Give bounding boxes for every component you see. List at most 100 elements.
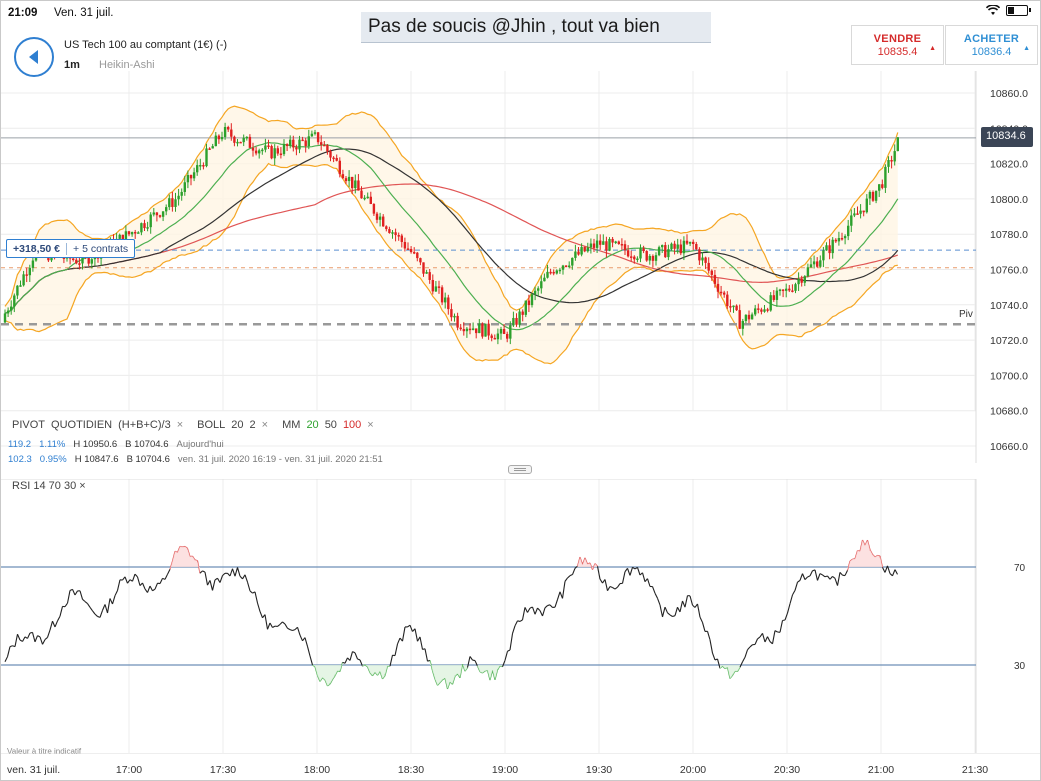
mm-slow-period[interactable]: 100	[342, 419, 362, 431]
rsi-segment	[801, 573, 806, 580]
candle-body	[208, 148, 211, 150]
pivot-period[interactable]: QUOTIDIEN	[51, 419, 113, 431]
instrument-name[interactable]: US Tech 100 au comptant (1€) (-)	[64, 39, 228, 51]
rsi-segment	[219, 575, 224, 583]
candle-body	[484, 323, 487, 337]
rsi-indicator-label[interactable]: RSI 14 70 30 ×	[12, 480, 86, 492]
candle-body	[431, 279, 434, 292]
rsi-chart[interactable]: 70 30	[1, 479, 1040, 753]
candle-body	[298, 139, 301, 150]
pivot-indicator-name[interactable]: PIVOT	[12, 419, 46, 431]
candle-body	[301, 139, 304, 142]
candle-body	[406, 248, 410, 250]
rsi-segment	[677, 606, 681, 613]
rsi-segment	[504, 651, 509, 661]
candle-body	[90, 259, 93, 264]
rsi-segment	[749, 644, 753, 648]
candle-body	[363, 197, 366, 200]
price-chart[interactable]: 10860.010840.010820.010800.010780.010760…	[1, 71, 1040, 463]
sell-button[interactable]: VENDRE 10835.4 ▲	[851, 25, 944, 65]
candle-body	[149, 214, 152, 228]
rsi-segment	[547, 604, 551, 607]
candle-body	[316, 132, 320, 143]
rsi-segment	[701, 622, 706, 632]
candle-body	[388, 229, 391, 233]
rsi-segment	[539, 610, 543, 617]
candle-body	[568, 265, 571, 268]
candle-body	[233, 136, 236, 143]
status-date: Ven. 31 juil.	[54, 7, 114, 19]
rsi-segment	[99, 610, 104, 618]
rsi-segment	[534, 607, 539, 615]
rsi-segment	[282, 621, 286, 625]
rsi-segment	[144, 588, 148, 593]
rsi-segment	[306, 646, 311, 657]
candle-body	[323, 144, 326, 147]
rsi-segment	[651, 586, 656, 594]
rsi-segment	[886, 565, 891, 574]
chart-type-selector[interactable]: Heikin-Ashi	[99, 59, 155, 71]
panel-resize-handle[interactable]	[508, 465, 532, 474]
rsi-segment	[684, 595, 689, 608]
rsi-oversold-fill	[732, 665, 735, 676]
rsi-segment	[832, 575, 836, 579]
back-button[interactable]	[14, 37, 54, 77]
sell-label: VENDRE	[873, 33, 922, 45]
candle-body	[673, 243, 676, 249]
candle-body	[344, 178, 348, 182]
candle-body	[735, 305, 738, 311]
pivot-formula[interactable]: (H+B+C)/3	[118, 419, 171, 431]
mm-mid-period[interactable]: 50	[324, 419, 337, 431]
candle-body	[189, 175, 193, 179]
buy-price: 10836.4	[971, 46, 1012, 58]
candle-body	[741, 320, 744, 329]
rsi-oversold-fill	[370, 665, 373, 676]
rsi-segment	[154, 582, 159, 590]
boll-period[interactable]: 20	[231, 419, 244, 431]
remove-mm-icon[interactable]: ×	[367, 419, 374, 431]
remove-boll-icon[interactable]: ×	[261, 419, 269, 431]
timeframe-selector[interactable]: 1m	[64, 59, 80, 71]
position-tag[interactable]: +318,50 € + 5 contrats	[6, 239, 136, 258]
price-tick-label: 10720.0	[990, 335, 1028, 347]
candle-body	[837, 238, 841, 242]
rsi-segment	[519, 619, 523, 622]
rsi-segment	[66, 590, 71, 604]
candle-body	[310, 133, 314, 137]
rsi-overbought-fill	[860, 540, 863, 567]
candle-body	[611, 238, 614, 243]
candle-body	[13, 295, 16, 307]
rsi-oversold-fill	[437, 665, 440, 686]
candle-body	[642, 248, 645, 252]
rsi-overbought-fill	[170, 561, 173, 570]
candle-body	[478, 323, 481, 334]
rsi-oversold-fill	[315, 665, 318, 676]
rsi-segment	[646, 578, 651, 587]
candle-body	[276, 148, 279, 154]
rsi-oversold-fill	[382, 665, 385, 679]
candle-body	[543, 277, 546, 282]
time-tick-label: 17:30	[210, 764, 236, 776]
rsi-segment	[654, 592, 658, 599]
rsi-oversold-fill	[387, 665, 390, 667]
rsi-oversold-fill	[497, 665, 500, 671]
candle-body	[211, 146, 214, 149]
boll-indicator-name[interactable]: BOLL	[197, 419, 226, 431]
rsi-segment	[544, 605, 548, 609]
rsi-oversold-fill	[320, 665, 323, 682]
mm-indicator-name[interactable]: MM	[282, 419, 301, 431]
mm-fast-period[interactable]: 20	[306, 419, 319, 431]
candle-body	[874, 190, 878, 201]
time-tick-label: 21:00	[868, 764, 894, 776]
candle-body	[87, 255, 90, 264]
boll-deviation[interactable]: 2	[249, 419, 256, 431]
rsi-oversold-fill	[340, 662, 343, 672]
candle-body	[778, 289, 782, 292]
rsi-segment	[644, 578, 648, 583]
candle-body	[775, 290, 779, 300]
rsi-segment	[521, 607, 526, 620]
buy-button[interactable]: ACHETER 10836.4 ▲	[945, 25, 1038, 65]
rsi-segment	[696, 603, 701, 618]
remove-pivot-icon[interactable]: ×	[176, 419, 184, 431]
candle-body	[490, 335, 493, 338]
